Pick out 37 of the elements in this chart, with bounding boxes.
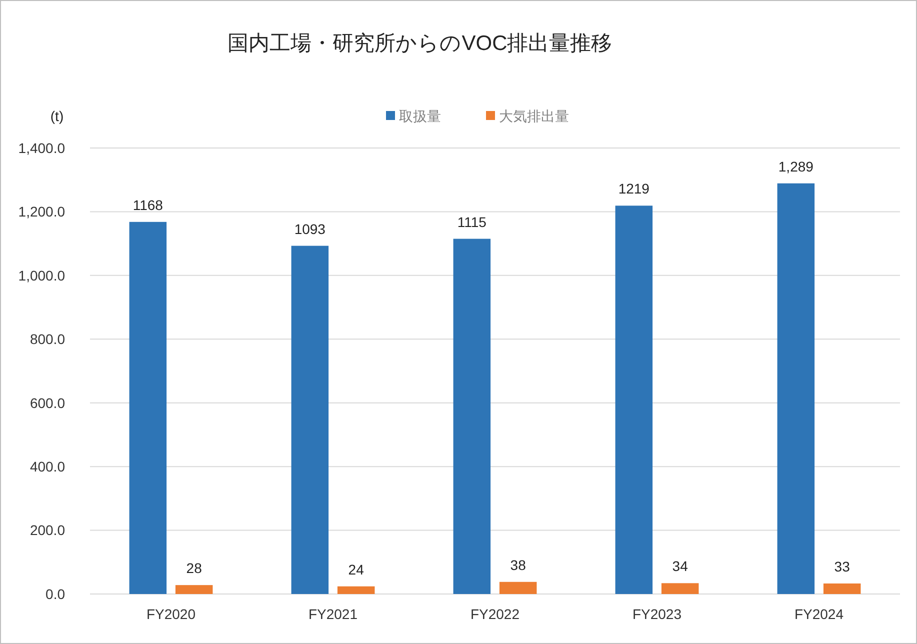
y-tick-label: 200.0 [30, 522, 66, 538]
bar [453, 238, 491, 594]
y-axis-title: (t) [50, 108, 64, 124]
x-tick-label: FY2023 [632, 606, 682, 622]
x-tick-label: FY2022 [470, 606, 520, 622]
data-label: 1,289 [778, 158, 814, 174]
bar [499, 582, 537, 594]
y-tick-label: 600.0 [30, 394, 66, 411]
legend-label: 大気排出量 [499, 108, 569, 124]
legend-label: 取扱量 [399, 108, 441, 124]
chart-title: 国内工場・研究所からのVOC排出量推移 [228, 32, 612, 55]
bar [615, 206, 653, 594]
x-tick-label: FY2021 [308, 606, 358, 622]
data-label: 1115 [457, 214, 487, 230]
bar [823, 583, 861, 594]
x-tick-label: FY2020 [146, 606, 196, 622]
data-label: 38 [510, 556, 526, 573]
bar [337, 586, 375, 594]
data-label: 24 [348, 561, 364, 578]
bar [129, 222, 167, 594]
y-tick-label: 1,400.0 [18, 140, 66, 156]
y-tick-label: 1,200.0 [18, 204, 66, 220]
data-label: 1168 [132, 196, 164, 213]
x-tick-label: FY2024 [794, 606, 844, 622]
data-label: 28 [186, 560, 202, 576]
bar [291, 246, 329, 594]
data-label: 33 [834, 558, 850, 574]
bar [777, 183, 815, 594]
y-tick-label: 0.0 [46, 586, 66, 602]
data-label: 1219 [618, 180, 650, 197]
bar [175, 585, 213, 594]
y-tick-label: 1,000.0 [18, 267, 66, 284]
y-tick-label: 400.0 [30, 458, 66, 474]
data-label: 1093 [294, 220, 326, 237]
bar [661, 583, 699, 594]
y-tick-label: 800.0 [30, 331, 66, 348]
data-label: 34 [672, 558, 688, 574]
